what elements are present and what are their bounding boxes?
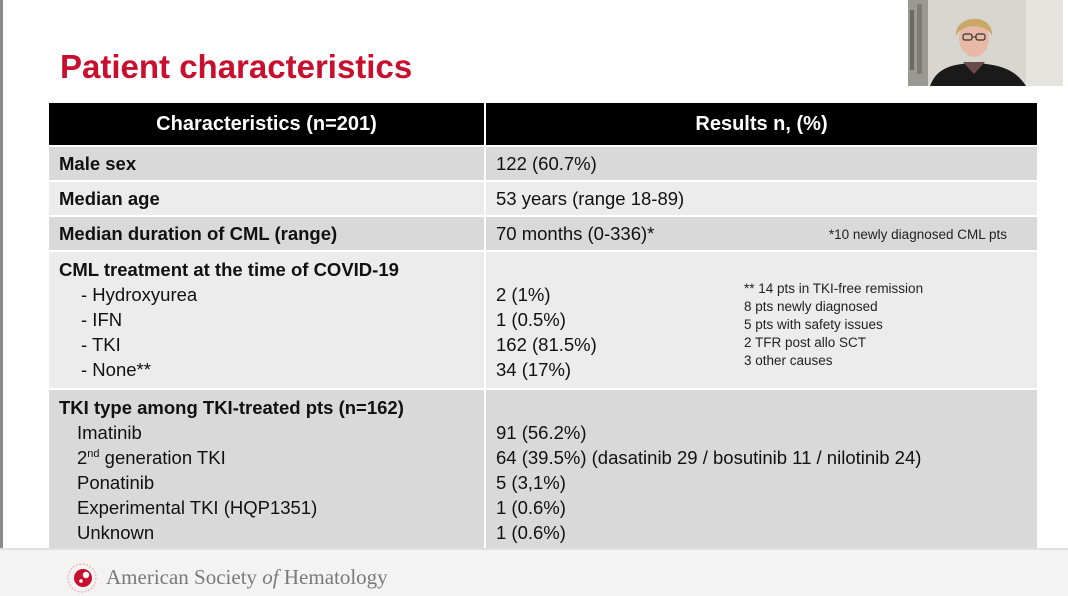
list-item-label: Experimental TKI (HQP1351) (77, 497, 318, 518)
list-item-label: Imatinib (77, 422, 142, 443)
row-label: CML treatment at the time of COVID-19 (59, 259, 399, 280)
row-value: 122 (60.7%) (496, 153, 597, 174)
slide-title: Patient characteristics (60, 48, 413, 85)
row-label: Median duration of CML (range) (59, 223, 338, 244)
footnote-line: 5 pts with safety issues (744, 317, 883, 332)
list-item-label: - TKI (81, 334, 121, 355)
footnote-line: 8 pts newly diagnosed (744, 299, 878, 314)
list-item-value: 162 (81.5%) (496, 334, 597, 355)
table-row-cml-treatment: CML treatment at the time of COVID-19 - … (49, 250, 1037, 389)
list-item-value: 1 (0.5%) (496, 309, 566, 330)
footnote-line: ** 14 pts in TKI-free remission (744, 281, 924, 296)
slide-left-edge (0, 0, 3, 596)
list-item-label: - IFN (81, 309, 123, 330)
list-item-label: Ponatinib (77, 472, 155, 493)
list-item-value: 34 (17%) (496, 359, 572, 380)
footnote-none-breakdown: ** 14 pts in TKI-free remission 8 pts ne… (744, 280, 923, 370)
row-value: 53 years (range 18-89) (496, 188, 685, 209)
list-item-value: 1 (0.6%) (496, 497, 566, 518)
list-item-value: 5 (3,1%) (496, 472, 566, 493)
table-header-row: Characteristics (n=201) Results n, (%) (49, 103, 1037, 146)
list-item-value: 91 (56.2%) (496, 422, 587, 443)
list-item-label: - None** (81, 359, 151, 380)
row-label: TKI type among TKI-treated pts (n=162) (59, 397, 404, 418)
list-item-value: 64 (39.5%) (dasatinib 29 / bosutinib 11 … (496, 447, 922, 468)
table-row-median-duration: Median duration of CML (range) 70 months… (49, 215, 1037, 251)
table-row-median-age: Median age 53 years (range 18-89) (49, 180, 1037, 216)
list-item-value: 1 (0.6%) (496, 522, 566, 543)
patient-characteristics-table: Characteristics (n=201) Results n, (%) M… (49, 103, 1037, 548)
list-item-label: Unknown (77, 522, 155, 543)
list-item-label: 2nd generation TKI (77, 447, 226, 468)
header-characteristics: Characteristics (n=201) (49, 103, 486, 146)
presenter-video-image (908, 0, 1063, 86)
row-label: Male sex (59, 153, 137, 174)
ash-logo-icon (67, 563, 97, 593)
footnote-newly-diagnosed: *10 newly diagnosed CML pts (828, 227, 1007, 242)
row-value: 70 months (0-336)* (496, 223, 655, 244)
webcam-video-thumbnail[interactable] (908, 0, 1063, 86)
table-row-male-sex: Male sex 122 (60.7%) (49, 145, 1037, 181)
footer-divider (0, 548, 1068, 550)
ash-organization-name: American Society of Hematology (106, 565, 388, 589)
footnote-line: 2 TFR post allo SCT (744, 335, 867, 350)
header-results: Results n, (%) (485, 103, 1037, 146)
footnote-line: 3 other causes (744, 353, 833, 368)
list-item-label: - Hydroxyurea (81, 284, 198, 305)
row-label: Median age (59, 188, 160, 209)
table-row-tki-type: TKI type among TKI-treated pts (n=162) I… (49, 388, 1037, 548)
slide-footer (0, 550, 1068, 596)
list-item-value: 2 (1%) (496, 284, 551, 305)
